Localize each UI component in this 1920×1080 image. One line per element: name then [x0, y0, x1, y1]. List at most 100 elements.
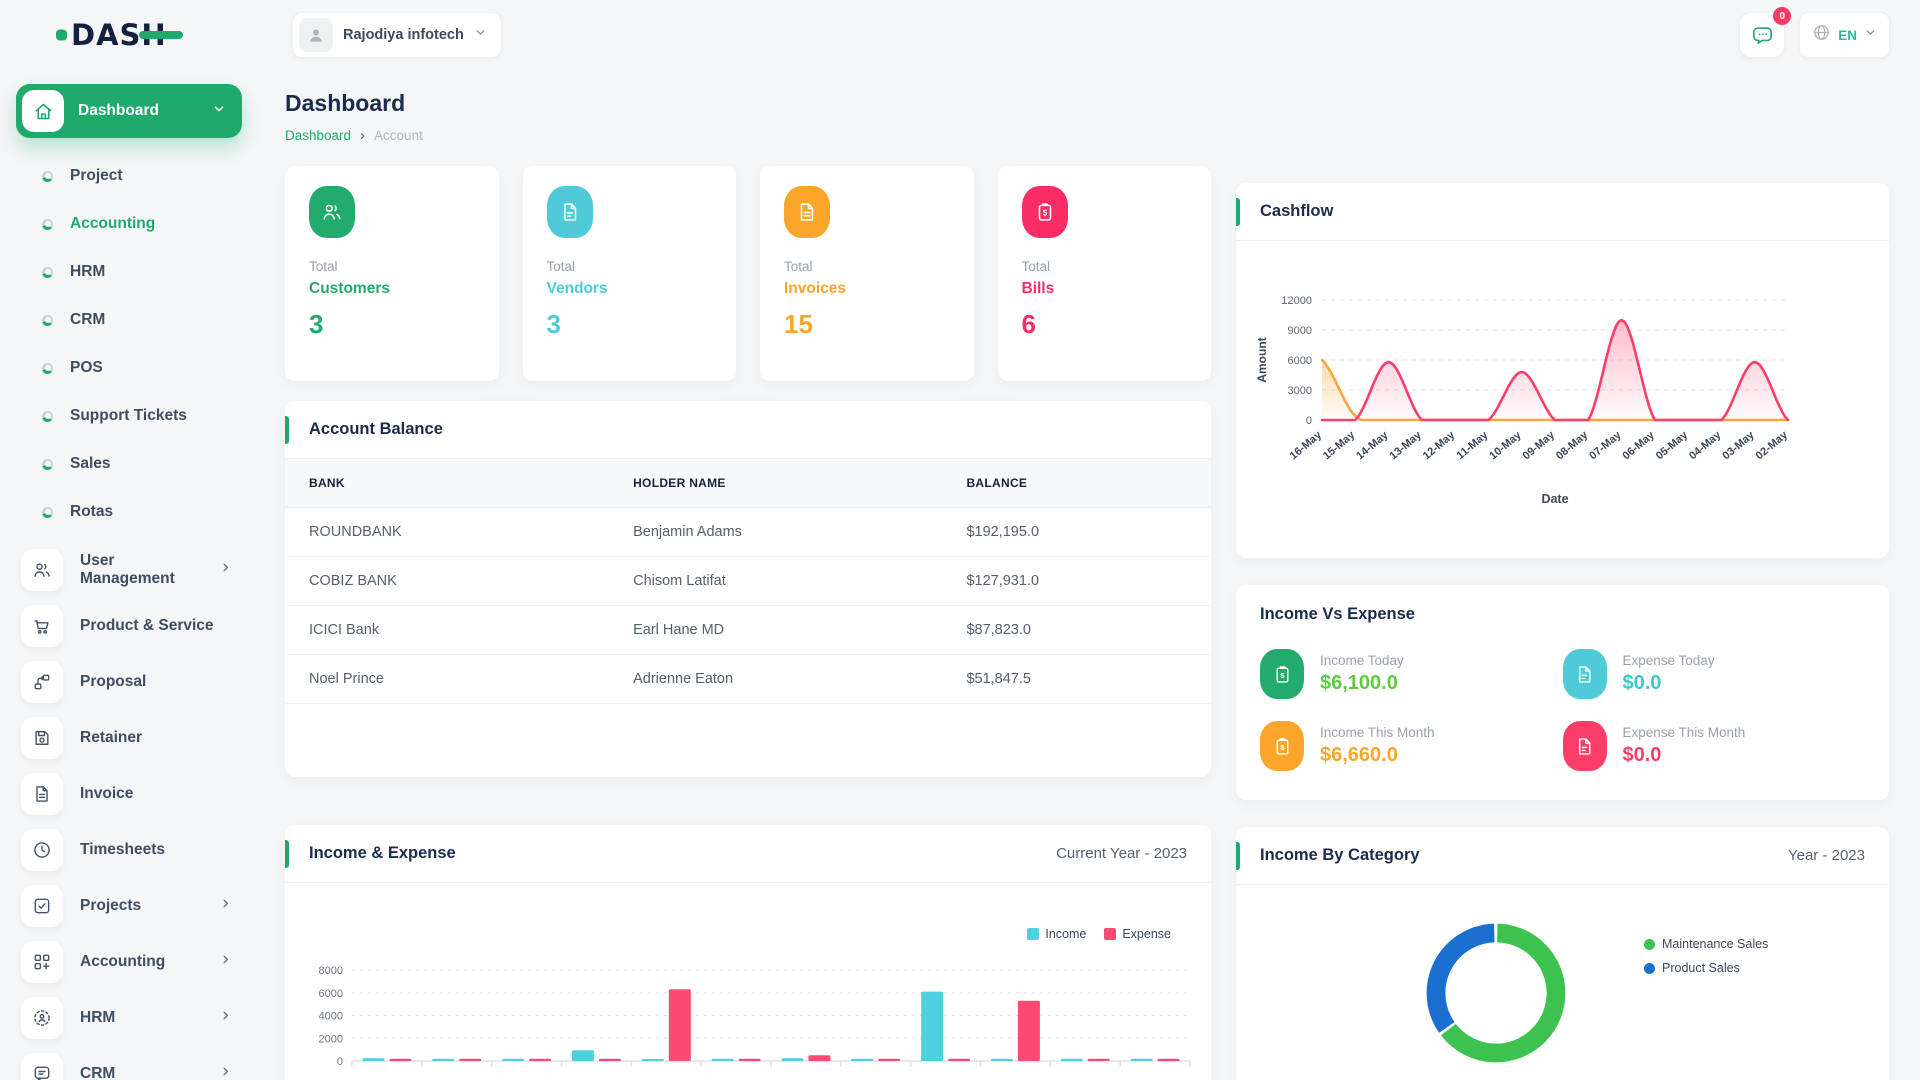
company-switcher[interactable]: Rajodiya infotech: [292, 12, 502, 58]
account-balance-card: Account Balance BANK HOLDER NAME BALANCE R…: [285, 401, 1211, 777]
stat-value: 6: [1021, 309, 1036, 339]
kpi-label: Expense This Month: [1622, 725, 1746, 740]
clipboard-dollar-icon: $: [1276, 665, 1288, 683]
svg-text:02-May: 02-May: [1754, 429, 1791, 463]
legend-dot: [1644, 938, 1655, 950]
income-by-category-donut: [1426, 923, 1566, 1063]
file-icon: [1578, 665, 1591, 683]
clipboard-dollar-icon: $: [1276, 737, 1288, 755]
svg-text:$: $: [1280, 670, 1285, 679]
kpi-value: $0.0: [1622, 672, 1662, 694]
svg-text:06-May: 06-May: [1621, 429, 1658, 463]
users-icon: [323, 204, 341, 220]
sidebar-item-timesheets[interactable]: Timesheets: [0, 822, 262, 878]
sidebar-item-label: HRM: [80, 1009, 116, 1026]
stat-label: Vendors: [546, 280, 608, 297]
sidebar-item-rotas[interactable]: Rotas: [0, 488, 262, 536]
sidebar-icon-box: [21, 661, 63, 703]
sidebar-item-dashboard[interactable]: Dashboard: [16, 84, 242, 138]
legend-label: Income: [1045, 927, 1087, 941]
sidebar-item-label: HRM: [70, 263, 106, 280]
legend-item-product-sales: Product Sales: [1644, 961, 1768, 975]
sidebar-item-sales[interactable]: Sales: [0, 440, 262, 488]
sidebar-item-retainer[interactable]: Retainer: [0, 710, 262, 766]
svg-text:03-May: 03-May: [1720, 429, 1757, 463]
sidebar-item-support-tickets[interactable]: Support Tickets: [0, 392, 262, 440]
svg-text:2000: 2000: [319, 1033, 343, 1045]
sidebar-item-pos[interactable]: POS: [0, 344, 262, 392]
stat-label: Customers: [309, 280, 390, 297]
stat-card-bills: $ Total Bills 6: [997, 166, 1211, 381]
sidebar-item-proposal[interactable]: Proposal: [0, 654, 262, 710]
svg-text:3000: 3000: [1288, 385, 1312, 397]
sidebar-item-crm[interactable]: CRM: [0, 1046, 262, 1080]
svg-text:4000: 4000: [319, 1011, 343, 1023]
legend-label: Product Sales: [1662, 961, 1740, 975]
file-icon: [563, 203, 576, 221]
sidebar-item-label: Projects: [80, 897, 142, 914]
stat-prefix: Total: [546, 259, 576, 274]
chevron-down-icon: [212, 102, 226, 121]
sidebar-item-projects[interactable]: Projects: [0, 878, 262, 934]
stat-card-invoices: Total Invoices 15: [760, 166, 974, 381]
legend-item-income: Income: [1027, 927, 1086, 941]
kpi-income-today: $ Income Today $6,100.0: [1260, 649, 1563, 699]
svg-text:$: $: [1042, 208, 1047, 217]
card-title: Cashflow: [1260, 202, 1334, 220]
language-selector[interactable]: EN: [1799, 12, 1890, 58]
card-title: Income By Category: [1260, 846, 1420, 864]
app-logo: DASH: [56, 18, 236, 52]
card-title: Income & Expense: [309, 844, 456, 862]
sidebar-item-hrm[interactable]: HRM: [0, 990, 262, 1046]
clock-icon: [34, 842, 50, 858]
column-header-balance: BALANCE: [942, 459, 1211, 508]
sidebar-item-product-service[interactable]: Product & Service: [0, 598, 262, 654]
stats-row: Total Customers 3 Total Vendors 3 Total Invoice…: [285, 166, 1211, 381]
stat-label: Bills: [1021, 280, 1055, 297]
svg-text:07-May: 07-May: [1587, 429, 1624, 463]
sidebar-item-label: User Management: [80, 552, 175, 587]
chevron-right-icon: [223, 955, 228, 964]
page-title: Dashboard: [285, 90, 406, 116]
card-title: Income Vs Expense: [1260, 604, 1415, 623]
svg-text:Date: Date: [1541, 492, 1568, 506]
kpi-icon-box: [1562, 649, 1607, 699]
column-header-bank: BANK: [285, 459, 610, 508]
bullet-ring-icon: [42, 410, 53, 422]
top-bar: DASH Rajodiya infotech 0 EN: [0, 0, 1920, 70]
stat-icon-box: [546, 186, 593, 238]
sidebar-item-project[interactable]: Project: [0, 152, 262, 200]
sidebar-item-crm[interactable]: CRM: [0, 296, 262, 344]
svg-text:16-May: 16-May: [1288, 429, 1325, 463]
kpi-label: Expense Today: [1622, 653, 1715, 668]
table-cell: Chisom Latifat: [609, 556, 943, 606]
cashflow-card: Cashflow 0 3000 6000 9000 12000 Amount 16-May 1…: [1236, 183, 1889, 558]
stat-value: 15: [784, 309, 813, 339]
income-vs-expense-grid: $ Income Today $6,100.0 Expense Today $0.0 $ I…: [1236, 643, 1889, 771]
kpi-label: Income This Month: [1320, 725, 1435, 740]
svg-text:08-May: 08-May: [1554, 429, 1591, 463]
sidebar-item-invoice[interactable]: Invoice: [0, 766, 262, 822]
sidebar-item-label: Dashboard: [78, 102, 159, 119]
chevron-right-icon: [219, 953, 232, 971]
svg-text:10-May: 10-May: [1487, 429, 1524, 463]
breadcrumb-dashboard-link[interactable]: Dashboard: [285, 128, 352, 143]
sidebar: Dashboard Project Accounting HRM CRM POS Supp…: [0, 84, 262, 1080]
chart-legend: Maintenance Sales Product Sales: [1644, 937, 1768, 975]
income-expense-chart-card: Income & Expense Current Year - 2023 Inc…: [285, 825, 1211, 1080]
legend-item-expense: Expense: [1104, 927, 1171, 941]
sidebar-item-accounting[interactable]: Accounting: [0, 934, 262, 990]
sidebar-item-user-management[interactable]: User Management: [0, 542, 262, 598]
svg-text:11-May: 11-May: [1455, 429, 1491, 462]
svg-text:13-May: 13-May: [1388, 429, 1425, 463]
sidebar-item-label: Timesheets: [80, 841, 166, 858]
company-avatar: [299, 18, 333, 52]
sidebar-item-accounting[interactable]: Accounting: [0, 200, 262, 248]
sidebar-module-list: User Management Product & Service Proposal…: [0, 542, 262, 1080]
svg-text:6000: 6000: [1288, 355, 1312, 367]
bullet-ring-icon: [42, 362, 53, 374]
globe-icon: [1812, 23, 1831, 47]
sidebar-item-hrm[interactable]: HRM: [0, 248, 262, 296]
stat-label: Invoices: [784, 280, 847, 297]
notifications-button[interactable]: 0: [1739, 7, 1792, 58]
